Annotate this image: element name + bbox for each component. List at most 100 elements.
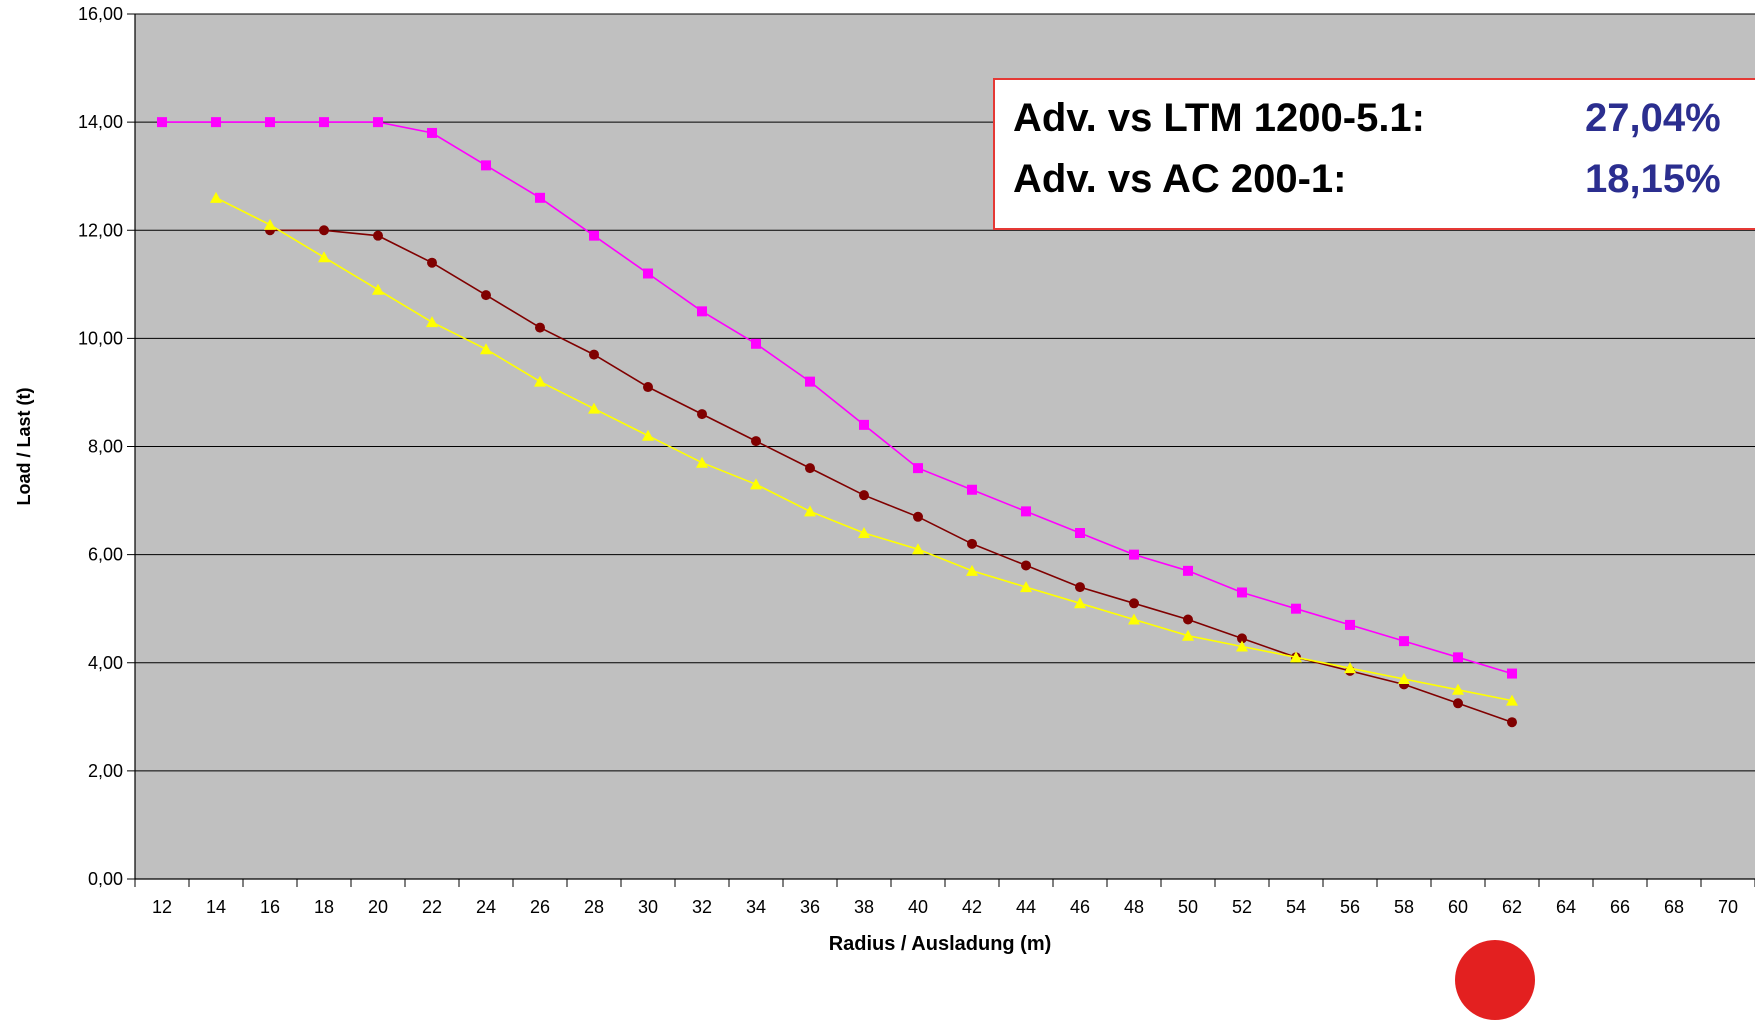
data-point	[697, 306, 707, 317]
data-point	[696, 456, 708, 468]
data-point	[319, 117, 329, 128]
data-point	[373, 117, 383, 128]
x-tick-label: 32	[692, 897, 712, 917]
data-point	[1453, 652, 1463, 663]
data-point	[1020, 581, 1032, 593]
data-point	[264, 218, 276, 230]
y-tick-label: 0,00	[88, 869, 123, 889]
x-tick-label: 60	[1448, 897, 1468, 917]
data-point	[535, 322, 545, 333]
data-point	[1452, 683, 1464, 695]
data-point	[858, 527, 870, 538]
data-point	[751, 436, 761, 447]
comparison-value: 27,04%	[1585, 96, 1721, 140]
data-point	[427, 127, 437, 138]
y-tick-label: 6,00	[88, 545, 123, 565]
data-point	[804, 505, 816, 517]
x-tick-label: 46	[1070, 897, 1090, 917]
data-point	[481, 160, 491, 171]
y-tick-label: 16,00	[78, 4, 123, 24]
x-tick-label: 66	[1610, 897, 1630, 917]
x-tick-label: 16	[260, 897, 280, 917]
data-point	[966, 564, 978, 576]
data-point	[373, 230, 383, 241]
x-tick-label: 22	[422, 897, 442, 917]
data-point	[1183, 614, 1193, 625]
load-chart: 0,00 2,00 4,00 6,00 8,00 10,00 12,00 14,00 16,00…	[14, 4, 1755, 1020]
y-tick-label: 2,00	[88, 761, 123, 781]
data-point	[751, 338, 761, 349]
data-point	[859, 490, 869, 501]
x-tick-label: 28	[584, 897, 604, 917]
data-point	[967, 538, 977, 549]
data-point	[1237, 633, 1247, 644]
x-tick-label: 52	[1232, 897, 1252, 917]
data-point	[372, 283, 384, 295]
data-point	[318, 251, 330, 263]
comparison-label: Adv. vs LTM 1200-5.1:	[1013, 96, 1425, 140]
comparison-value: 18,15%	[1585, 157, 1721, 201]
data-point	[480, 343, 492, 355]
data-point	[1128, 613, 1140, 625]
data-point	[1398, 672, 1410, 684]
data-point	[859, 419, 869, 430]
data-point	[805, 463, 815, 474]
x-tick-label: 54	[1286, 897, 1306, 917]
data-point	[265, 117, 275, 128]
x-tick-label: 56	[1340, 897, 1360, 917]
data-point	[643, 382, 653, 393]
x-tick-label: 62	[1502, 897, 1522, 917]
x-tick-label: 68	[1664, 897, 1684, 917]
data-point	[211, 117, 221, 128]
x-tick-label: 38	[854, 897, 874, 917]
y-tick-label: 4,00	[88, 653, 123, 673]
data-point	[481, 290, 491, 301]
data-point	[1290, 651, 1302, 663]
data-point	[1129, 598, 1139, 609]
data-point	[589, 349, 599, 360]
x-tick-label: 24	[476, 897, 496, 917]
data-point	[1506, 694, 1518, 706]
data-point	[535, 192, 545, 203]
data-point	[1075, 528, 1085, 538]
x-tick-label: 44	[1016, 897, 1036, 917]
data-point	[913, 463, 923, 474]
data-point	[1344, 662, 1356, 674]
comparison-box: Adv. vs LTM 1200-5.1: 27,04% Adv. vs AC …	[993, 78, 1755, 230]
y-tick-label: 12,00	[78, 220, 123, 240]
data-point	[1021, 506, 1031, 517]
data-point	[534, 375, 546, 387]
data-point	[913, 511, 923, 522]
x-tick-label: 26	[530, 897, 550, 917]
series-layer	[157, 117, 1518, 728]
data-point	[1183, 565, 1193, 576]
data-point	[912, 543, 924, 555]
data-point	[1237, 587, 1247, 598]
data-point	[157, 117, 167, 128]
x-tick-label: 48	[1124, 897, 1144, 917]
data-point	[1291, 603, 1301, 614]
x-tick-label: 34	[746, 897, 766, 917]
x-tick-label: 50	[1178, 897, 1198, 917]
axes	[127, 13, 1755, 887]
x-tick-label: 58	[1394, 897, 1414, 917]
x-tick-label: 70	[1718, 897, 1738, 917]
data-point	[1507, 668, 1517, 679]
y-axis-title: Load / Last (t)	[14, 388, 34, 506]
data-point	[1182, 629, 1194, 641]
data-point	[967, 484, 977, 495]
data-point	[426, 316, 438, 328]
logo-icon	[1455, 940, 1535, 1020]
data-point	[1507, 717, 1517, 728]
data-point	[210, 191, 222, 203]
x-tick-label: 20	[368, 897, 388, 917]
x-tick-label: 64	[1556, 897, 1576, 917]
data-point	[319, 225, 329, 236]
x-tick-label: 12	[152, 897, 172, 917]
x-axis-title: Radius / Ausladung (m)	[829, 933, 1052, 955]
series-line	[162, 121, 1513, 675]
x-tick-label: 18	[314, 897, 334, 917]
data-point	[1399, 636, 1409, 647]
x-tick-label: 30	[638, 897, 658, 917]
y-tick-label: 14,00	[78, 112, 123, 132]
